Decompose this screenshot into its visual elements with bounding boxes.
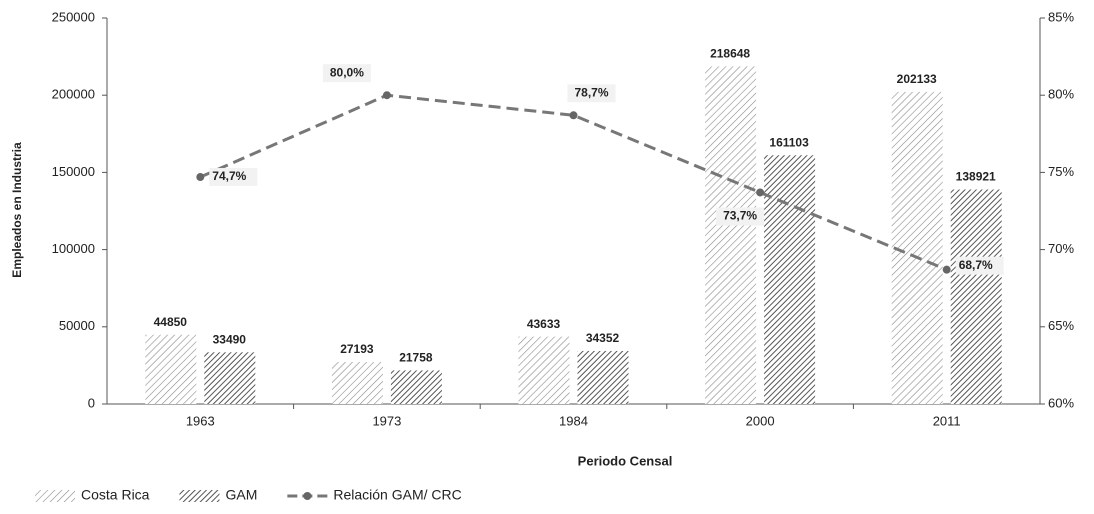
ratio-point [382,91,391,100]
bar [577,350,629,404]
x-tick-label: 2000 [746,413,775,428]
ratio-line [199,93,948,272]
y-tick-label: 200000 [52,87,95,102]
legend-label: Costa Rica [81,487,150,503]
y-tick-label: 150000 [52,164,95,179]
ratio-label-bg [716,207,765,226]
y-tick-label: 100000 [52,241,95,256]
bar [145,334,197,404]
y2-tick-label: 80% [1048,87,1074,102]
bar-value-label: 161103 [769,135,809,149]
legend-label: Relación GAM/ CRC [333,487,461,503]
bar [390,370,442,404]
bar-value-label: 33490 [213,332,247,346]
ratio-value-label: 78,7% [574,85,608,99]
bar-value-label: 44850 [154,315,188,329]
legend-label: GAM [225,487,257,503]
y2-tick-label: 85% [1048,9,1074,24]
y-tick-label: 250000 [52,9,95,24]
y2-tick-label: 60% [1048,395,1074,410]
bar-value-label: 43633 [527,317,561,331]
x-tick-label: 1963 [186,413,215,428]
bar-value-label: 218648 [710,47,750,61]
y2-tick-label: 65% [1048,318,1074,333]
legend-swatch [179,490,220,502]
bar [331,362,383,404]
ratio-value-label: 80,0% [330,65,364,79]
x-tick-label: 1984 [559,413,588,428]
ratio-label-bg [955,256,1004,275]
bar [764,155,816,404]
legend-marker [303,492,312,500]
y-tick-label: 50000 [59,318,95,333]
bar [518,336,570,404]
bar-value-label: 34352 [586,331,620,345]
y2-tick-label: 70% [1048,241,1074,256]
x-tick-label: 1973 [372,413,401,428]
ratio-label-bg [567,84,616,103]
bar-value-label: 202133 [897,72,937,86]
ratio-point [196,173,205,182]
ratio-label-bg [209,168,258,187]
ratio-label-bg [322,64,371,83]
bar-value-label: 21758 [399,351,433,365]
ratio-point [942,265,951,274]
y2-tick-label: 75% [1048,164,1074,179]
y-axis-label: Empleados en Industria [10,142,24,278]
ratio-value-label: 68,7% [959,258,993,272]
x-tick-label: 2011 [933,413,961,428]
bar [705,66,757,405]
bar-value-label: 27193 [340,342,374,356]
bar-value-label: 138921 [956,170,996,184]
ratio-point [569,111,578,120]
bar [891,91,943,404]
ratio-value-label: 74,7% [212,169,246,183]
y-tick-label: 0 [88,395,95,410]
bar [950,189,1002,404]
legend-swatch [35,490,75,502]
ratio-point [756,188,765,197]
bar [204,352,256,404]
x-axis-label: Periodo Censal [578,453,673,468]
ratio-value-label: 73,7% [723,209,757,223]
